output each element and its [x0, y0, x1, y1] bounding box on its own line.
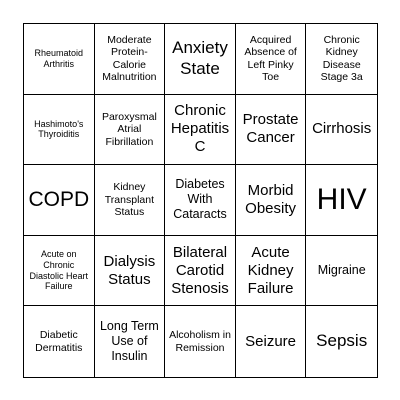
bingo-cell-r3-c3[interactable]: Diabetes With Cataracts [165, 165, 236, 236]
bingo-cell-r1-c4[interactable]: Acquired Absence of Left Pinky Toe [235, 24, 307, 95]
bingo-cell-label: Diabetic Dermatitis [35, 329, 83, 354]
bingo-cell-label: Long Term Use of Insulin [99, 319, 159, 364]
bingo-cell-label: Rheumatoid Arthritis [34, 48, 84, 69]
bingo-cell-label: Hashimoto's Thyroiditis [34, 118, 84, 140]
bingo-cell-r4-c3[interactable]: Bilateral Carotid Stenosis [165, 235, 236, 307]
bingo-cell-label: Sepsis [316, 331, 368, 351]
bingo-cell-label: Chronic Kidney Disease Stage 3a [320, 33, 363, 84]
bingo-cell-r3-c4[interactable]: Morbid Obesity [235, 165, 307, 236]
bingo-cell-r2-c5[interactable]: Cirrhosis [306, 95, 377, 166]
bingo-cell-r2-c3[interactable]: Chronic Hepatitis C [165, 94, 236, 166]
bingo-cell-r4-c4[interactable]: Acute Kidney Failure [235, 235, 307, 307]
bingo-cell-label: Kidney Transplant Status [104, 181, 154, 219]
bingo-cell-label: Seizure [245, 332, 297, 350]
bingo-board: Rheumatoid Arthritis Moderate Protein-Cal… [23, 23, 378, 378]
bingo-cell-r3-c2[interactable]: Kidney Transplant Status [94, 165, 166, 236]
bingo-cell-r2-c1[interactable]: Hashimoto's Thyroiditis [24, 94, 95, 166]
bingo-cell-r1-c5[interactable]: Chronic Kidney Disease Stage 3a [306, 24, 377, 95]
bingo-cell-r2-c4[interactable]: Prostate Cancer [235, 94, 307, 166]
bingo-cell-label: Migraine [317, 263, 366, 278]
bingo-cell-label: COPD [28, 188, 90, 212]
bingo-cell-r4-c5[interactable]: Migraine [306, 236, 377, 307]
bingo-cell-label: Cirrhosis [312, 120, 372, 138]
bingo-cell-label: HIV [316, 182, 367, 216]
bingo-cell-label: Anxiety State [172, 38, 228, 78]
bingo-cell-r1-c1[interactable]: Rheumatoid Arthritis [24, 24, 95, 95]
bingo-cell-label: Bilateral Carotid Stenosis [171, 243, 229, 297]
bingo-cell-r2-c2[interactable]: Paroxysmal Atrial Fibrillation [94, 94, 166, 166]
bingo-cell-label: Dialysis Status [103, 252, 156, 288]
bingo-cell-r5-c2[interactable]: Long Term Use of Insulin [95, 306, 166, 377]
bingo-cell-label: Morbid Obesity [245, 181, 297, 217]
bingo-cell-r5-c3[interactable]: Alcoholism in Remission [165, 306, 236, 377]
bingo-cell-label: Acute on Chronic Diastolic Heart Failure [29, 249, 89, 292]
bingo-cell-label: Moderate Protein-Calorie Malnutrition [102, 33, 157, 84]
bingo-cell-label: Alcoholism in Remission [169, 329, 231, 354]
bingo-cell-r3-c5[interactable]: HIV [306, 165, 377, 236]
bingo-cell-label: Prostate Cancer [242, 111, 299, 147]
bingo-cell-label: Diabetes With Cataracts [173, 177, 227, 222]
bingo-cell-r5-c1[interactable]: Diabetic Dermatitis [24, 306, 95, 377]
bingo-cell-r1-c3[interactable]: Anxiety State [165, 24, 236, 95]
bingo-cell-label: Acquired Absence of Left Pinky Toe [244, 33, 297, 84]
bingo-cell-r4-c2[interactable]: Dialysis Status [94, 235, 166, 307]
bingo-cell-r4-c1[interactable]: Acute on Chronic Diastolic Heart Failure [24, 235, 95, 307]
bingo-cell-r5-c4[interactable]: Seizure [236, 306, 307, 377]
bingo-cell-label: Paroxysmal Atrial Fibrillation [101, 110, 157, 148]
bingo-cell-label: Acute Kidney Failure [247, 243, 294, 297]
bingo-cell-r3-c1[interactable]: COPD [24, 165, 95, 236]
bingo-cell-r1-c2[interactable]: Moderate Protein-Calorie Malnutrition [94, 24, 166, 95]
bingo-cell-r5-c5[interactable]: Sepsis [306, 306, 377, 377]
bingo-cell-label: Chronic Hepatitis C [170, 102, 230, 156]
